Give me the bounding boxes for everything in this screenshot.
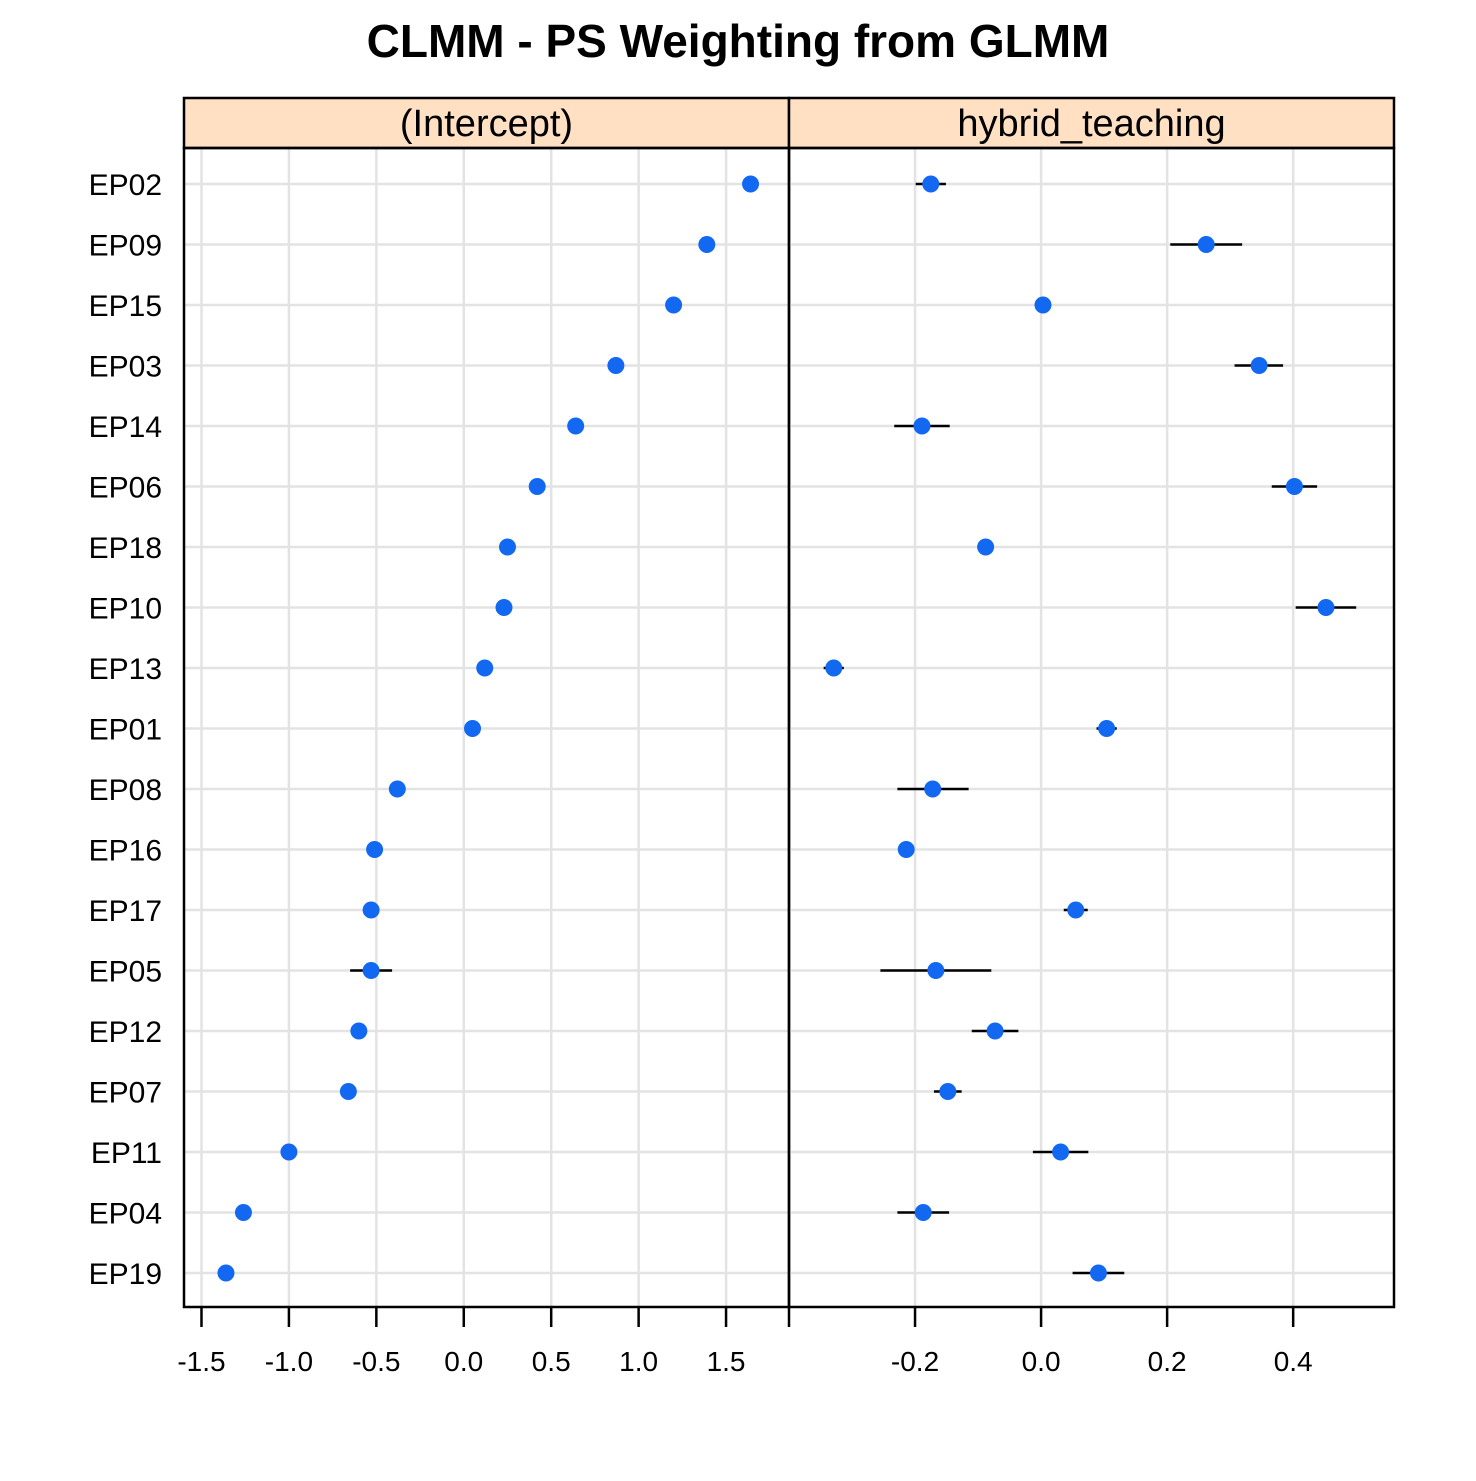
category-label: EP08 [89,774,162,807]
category-label: EP15 [89,290,162,323]
category-label: EP12 [89,1016,162,1049]
data-point [607,357,625,374]
data-point [476,659,494,677]
x-tick-label: -1.0 [265,1346,313,1377]
x-tick-label: 0.4 [1274,1346,1313,1377]
panel-frame [787,146,1396,1309]
data-point [234,1204,252,1221]
category-label: EP03 [89,351,162,384]
data-point [362,901,380,919]
strip-header [182,96,791,150]
category-label: EP04 [89,1198,162,1231]
data-point [362,962,380,979]
chart-title: CLMM - PS Weighting from GLMM [367,15,1110,67]
data-point [922,175,940,193]
category-label: EP18 [89,532,162,565]
data-point [927,962,945,979]
data-point [1052,1143,1070,1161]
data-point [366,841,384,858]
data-point [567,417,585,435]
data-point [528,478,546,495]
strip-label: (Intercept) [400,103,573,145]
data-point [977,538,995,556]
x-tick-label: -0.5 [352,1346,400,1377]
data-point [1285,478,1303,495]
panel: hybrid_teaching -0.2 0.0 0.2 0.4 [787,96,1396,1377]
strip-label: hybrid_teaching [957,103,1225,145]
data-point [1317,599,1335,616]
data-point [939,1083,957,1100]
x-tick-label: 1.5 [707,1346,746,1377]
data-point [742,175,760,193]
x-tick-label: 0.5 [532,1346,571,1377]
category-label: EP10 [89,593,162,626]
data-point [388,780,406,798]
data-point [1197,236,1215,253]
category-label: EP09 [89,230,162,263]
category-label: EP17 [89,895,162,928]
data-point [498,538,516,556]
data-point [914,1204,932,1221]
data-point [825,659,843,677]
data-point [495,599,513,616]
x-tick-label: -0.2 [891,1346,939,1377]
category-label: EP16 [89,835,162,868]
data-point [1098,720,1116,737]
data-point [1067,901,1085,919]
data-point [1034,296,1052,314]
x-tick-label: -1.5 [177,1346,225,1377]
data-point [339,1083,357,1100]
category-label: EP19 [89,1258,162,1291]
x-tick-label: 0.0 [444,1346,483,1377]
category-label: EP01 [89,714,162,747]
data-point [665,296,683,314]
x-tick-label: 0.2 [1148,1346,1187,1377]
data-point [464,720,482,737]
category-label: EP13 [89,653,162,686]
data-point [913,417,931,435]
data-point [1250,357,1268,374]
x-tick-label: 0.0 [1022,1346,1061,1377]
data-point [350,1022,368,1040]
data-point [280,1143,298,1161]
category-label: EP11 [91,1137,162,1170]
strip-header [787,96,1396,150]
data-point [986,1022,1004,1040]
data-point [217,1264,235,1282]
panel: (Intercept) -1.5 -1.0 -0.5 0.0 0.5 1.0 1.5 [177,96,791,1377]
plot-layer: EP02 EP09 EP15 EP03 EP14 EP06 EP18 EP10 EP13 EP01… [89,96,1396,1377]
x-tick-label: 1.0 [619,1346,658,1377]
category-label: EP05 [89,956,162,989]
data-point [698,236,716,253]
category-label: EP14 [89,411,162,444]
category-label: EP06 [89,472,162,505]
category-label: EP02 [89,169,162,202]
data-point [924,780,942,798]
data-point [897,841,915,858]
category-label: EP07 [89,1077,162,1110]
data-point [1089,1264,1107,1282]
